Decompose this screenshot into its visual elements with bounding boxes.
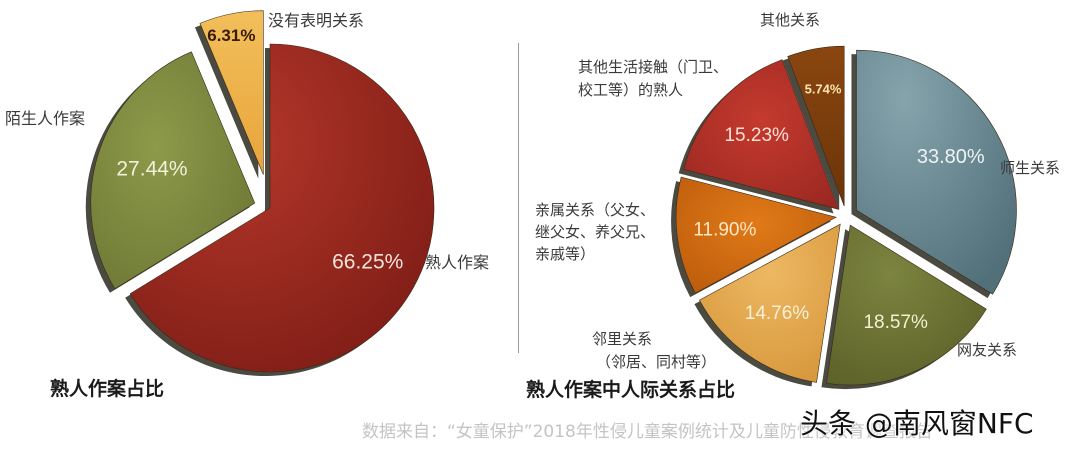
pie-value-label: 18.57% bbox=[863, 312, 928, 333]
pie-value-label: 14.76% bbox=[745, 303, 810, 324]
pie-slice-2 bbox=[90, 51, 256, 290]
pie-value-label: 33.80% bbox=[917, 146, 985, 168]
pie-slice-6 bbox=[787, 45, 845, 207]
watermark: 头条 @南风窗NFC bbox=[800, 407, 1034, 440]
pie-value-label: 11.90% bbox=[693, 220, 756, 241]
label-teacher: 师生关系 bbox=[1000, 159, 1061, 177]
pie-value-label: 66.25% bbox=[332, 250, 403, 273]
pie-slice-1 bbox=[129, 43, 435, 373]
pie-value-label: 6.31% bbox=[207, 26, 255, 45]
label-stranger: 陌生人作案 bbox=[5, 109, 86, 128]
left-pie-chart: 66.25% 27.44% 6.31% bbox=[85, 10, 435, 377]
label-daily-1: 其他生活接触（门卫、 bbox=[578, 58, 729, 76]
chart-divider bbox=[518, 43, 519, 353]
pie-slice-2 bbox=[826, 224, 987, 386]
pie-slice-4 bbox=[675, 176, 837, 294]
label-neighbor-1: 邻里关系 bbox=[592, 330, 653, 348]
pie-value-label: 27.44% bbox=[116, 157, 187, 180]
pie-slice-3 bbox=[699, 223, 841, 383]
label-relative-1: 亲属关系（父女、 bbox=[535, 201, 656, 219]
label-online: 网友关系 bbox=[957, 341, 1018, 359]
label-neighbor-2: （邻居、同村等） bbox=[596, 353, 717, 371]
pie-value-label: 15.23% bbox=[724, 125, 789, 146]
pie-slice-5 bbox=[683, 59, 840, 210]
label-other: 其他关系 bbox=[760, 11, 821, 29]
pie-slice-3 bbox=[199, 10, 264, 175]
right-pie-chart: 33.80% 18.57% 14.76% 11.90% 15.23% 5.74% bbox=[671, 45, 1017, 390]
label-acquaintance: 熟人作案 bbox=[425, 253, 490, 272]
left-chart-title: 熟人作案占比 bbox=[50, 378, 165, 400]
data-source-note: 数据来自：“女童保护”2018年性侵儿童案例统计及儿童防性侵教育调查报告 bbox=[362, 422, 933, 442]
label-relative-3: 亲戚等） bbox=[535, 245, 596, 263]
pie-value-label: 5.74% bbox=[805, 82, 842, 97]
pie-slice-1 bbox=[856, 49, 1017, 295]
right-chart-title: 熟人作案中人际关系占比 bbox=[526, 379, 736, 401]
label-relative-2: 继父女、养父兄、 bbox=[535, 223, 656, 241]
label-unstated: 没有表明关系 bbox=[268, 11, 365, 30]
label-daily-2: 校工等）的熟人 bbox=[578, 81, 684, 99]
